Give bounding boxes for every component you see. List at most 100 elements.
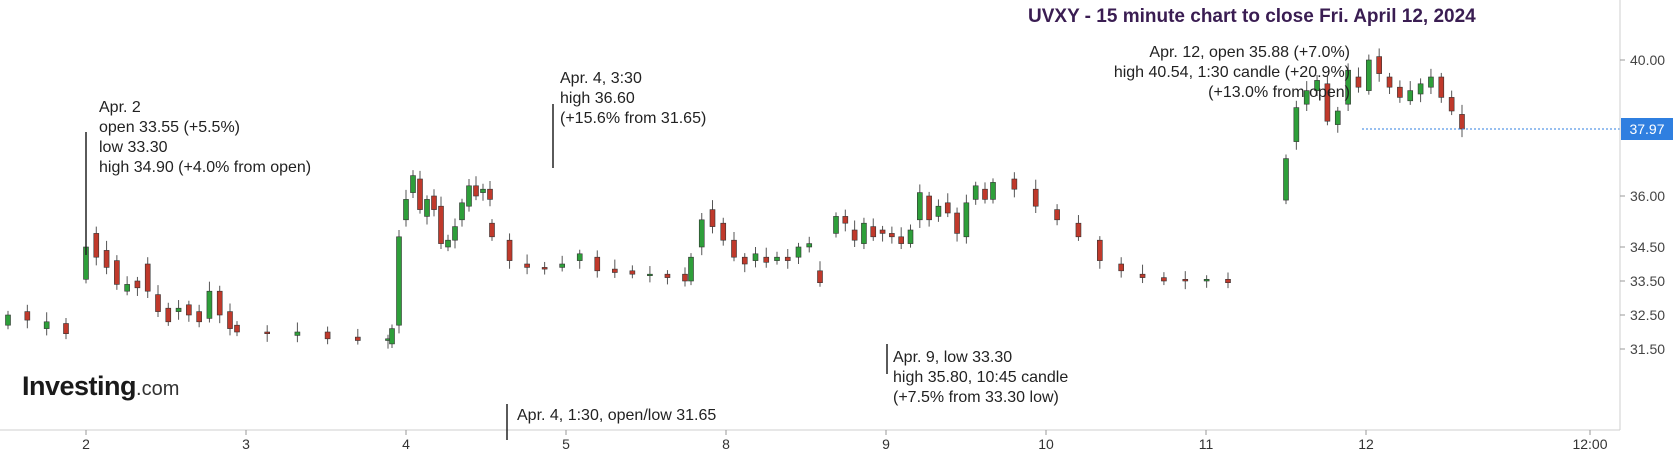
x-tick-label: 8: [722, 436, 730, 452]
candle: [944, 193, 951, 218]
candle: [917, 184, 923, 228]
x-axis-ticks: 2 3 4 5 8 9 10 11 12 12:00: [82, 430, 1608, 452]
candle: [889, 226, 895, 244]
candle: [842, 209, 849, 232]
candle: [541, 261, 548, 275]
candle: [417, 170, 423, 214]
candle: [524, 254, 530, 275]
candle: [1386, 72, 1393, 94]
candle: [424, 195, 430, 225]
candle: [5, 310, 11, 330]
candle: [324, 326, 331, 345]
candle: [165, 302, 172, 326]
candle: [473, 176, 479, 201]
candle: [114, 255, 120, 290]
candle: [861, 217, 867, 250]
candle: [264, 325, 271, 342]
candle: [506, 233, 513, 269]
x-tick-label: 4: [402, 436, 410, 452]
candle: [763, 247, 770, 268]
candle: [1054, 204, 1060, 226]
annotation-line: open 33.55 (+5.5%): [99, 119, 240, 136]
annotation-apr9: Apr. 9, low 33.30 high 35.80, 10:45 cand…: [893, 348, 1068, 408]
candle: [1118, 257, 1124, 278]
candle: [410, 170, 416, 199]
candle: [594, 250, 601, 278]
x-tick-label: 12: [1358, 436, 1374, 452]
candle: [24, 304, 31, 329]
y-tick-label: 31.50: [1630, 341, 1665, 357]
annotation-apr4-high: Apr. 4, 3:30 high 36.60 (+15.6% from 31.…: [560, 69, 706, 129]
candle: [817, 261, 823, 287]
y-tick-label: 32.50: [1630, 307, 1665, 323]
candle: [954, 207, 960, 242]
candle: [175, 300, 182, 320]
candle: [389, 324, 395, 348]
candle: [459, 198, 465, 227]
candle: [576, 249, 583, 269]
candle: [294, 322, 301, 343]
annotation-line: high 36.60: [560, 90, 635, 107]
candle: [1397, 80, 1403, 103]
candles-layer: [5, 48, 1465, 349]
annotation-line: (+15.6% from 31.65): [560, 110, 707, 127]
candle: [431, 189, 437, 217]
candle: [489, 219, 495, 241]
annotation-line: (+7.5% from 33.30 low): [893, 389, 1059, 406]
candle: [1366, 54, 1372, 95]
candle: [741, 253, 748, 273]
candle: [963, 194, 970, 244]
candle: [612, 259, 618, 278]
annotation-line: low 33.30: [99, 139, 168, 156]
candle: [1448, 90, 1455, 116]
candle: [806, 236, 813, 253]
candle: [1032, 179, 1039, 213]
candle: [186, 300, 192, 322]
candle: [1355, 67, 1362, 93]
candle: [926, 191, 932, 227]
candle: [445, 234, 451, 252]
candle: [731, 232, 737, 262]
last-price-tag: 37.97: [1621, 118, 1673, 141]
investing-logo: Investing.com: [22, 371, 179, 402]
candle: [1417, 78, 1424, 103]
candle: [898, 227, 904, 250]
candle: [403, 189, 409, 227]
chart-title: UVXY - 15 minute chart to close Fri. Apr…: [1028, 6, 1476, 27]
candle: [629, 265, 636, 279]
candle: [1203, 275, 1210, 288]
candle: [124, 276, 130, 296]
annotation-line: Apr. 4, 3:30: [560, 70, 642, 87]
annotation-line: (+13.0% from open): [1208, 84, 1350, 101]
candle: [972, 181, 979, 205]
candle: [795, 242, 802, 264]
candle: [1225, 272, 1231, 289]
candle: [907, 224, 914, 248]
candle: [1459, 104, 1465, 138]
x-tick-label: 2: [82, 436, 90, 452]
candle: [982, 182, 988, 204]
candle: [63, 318, 69, 340]
annotation-markers: [85, 104, 888, 440]
y-tick-label: 40.00: [1630, 52, 1665, 68]
candle: [1075, 215, 1082, 241]
candle: [709, 200, 716, 234]
candle: [720, 217, 727, 246]
x-tick-label: 12:00: [1572, 436, 1607, 452]
candle: [438, 196, 444, 250]
candle: [1376, 48, 1382, 82]
candle: [1161, 272, 1167, 286]
x-tick-label: 9: [882, 436, 890, 452]
candle: [1293, 100, 1300, 150]
candle: [1345, 63, 1351, 111]
annotation-line: Apr. 9, low 33.30: [893, 349, 1013, 366]
candle: [103, 240, 110, 275]
candle: [216, 285, 223, 324]
x-tick-label: 3: [242, 436, 250, 452]
candle: [466, 179, 472, 212]
candle: [990, 178, 996, 204]
candle: [1428, 68, 1434, 94]
candle: [480, 183, 486, 201]
candle: [664, 270, 671, 285]
